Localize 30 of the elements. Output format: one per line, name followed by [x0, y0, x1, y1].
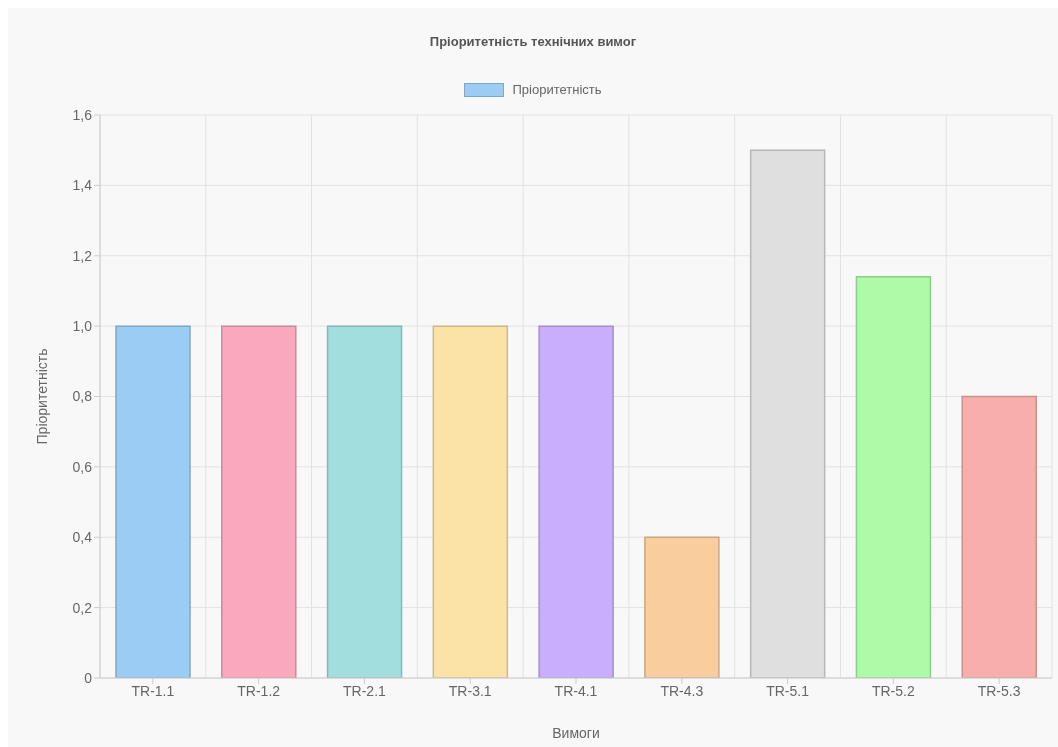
x-tick-label: TR-5.1 — [766, 682, 810, 699]
x-tick-label: TR-4.3 — [660, 682, 704, 699]
bar — [221, 325, 297, 678]
legend-label: Пріоритетність — [512, 82, 602, 97]
y-tick-label: 1,6 — [72, 106, 93, 123]
bar — [326, 325, 403, 678]
x-tick-label: TR-4.1 — [554, 682, 598, 699]
y-tick-label: 1,2 — [72, 247, 93, 264]
y-axis-title: Пріоритетність — [33, 348, 50, 445]
y-tick-label: 0,2 — [72, 599, 93, 616]
y-tick-label: 0,6 — [72, 458, 93, 475]
y-tick-label: 0,4 — [72, 529, 93, 546]
bar — [432, 325, 509, 678]
bar — [538, 325, 614, 678]
bar — [961, 395, 1037, 678]
x-axis-title: Вимоги — [552, 725, 600, 741]
x-tick-label: TR-1.1 — [131, 682, 175, 699]
chart-title: Пріоритетність технічних вимог — [428, 34, 638, 49]
bar — [855, 276, 932, 678]
x-tick-label: TR-1.2 — [237, 682, 281, 699]
bar — [644, 536, 720, 678]
y-tick-label: 0 — [84, 669, 93, 686]
x-tick-label: TR-2.1 — [343, 682, 387, 699]
y-tick-label: 1,4 — [72, 177, 93, 194]
y-tick-label: 1,0 — [72, 318, 93, 335]
x-tick-label: TR-5.3 — [977, 682, 1021, 699]
bar — [115, 325, 191, 678]
y-tick-label: 0,8 — [72, 388, 93, 405]
x-tick-label: TR-5.2 — [871, 682, 915, 699]
x-tick-label: TR-3.1 — [448, 682, 492, 699]
